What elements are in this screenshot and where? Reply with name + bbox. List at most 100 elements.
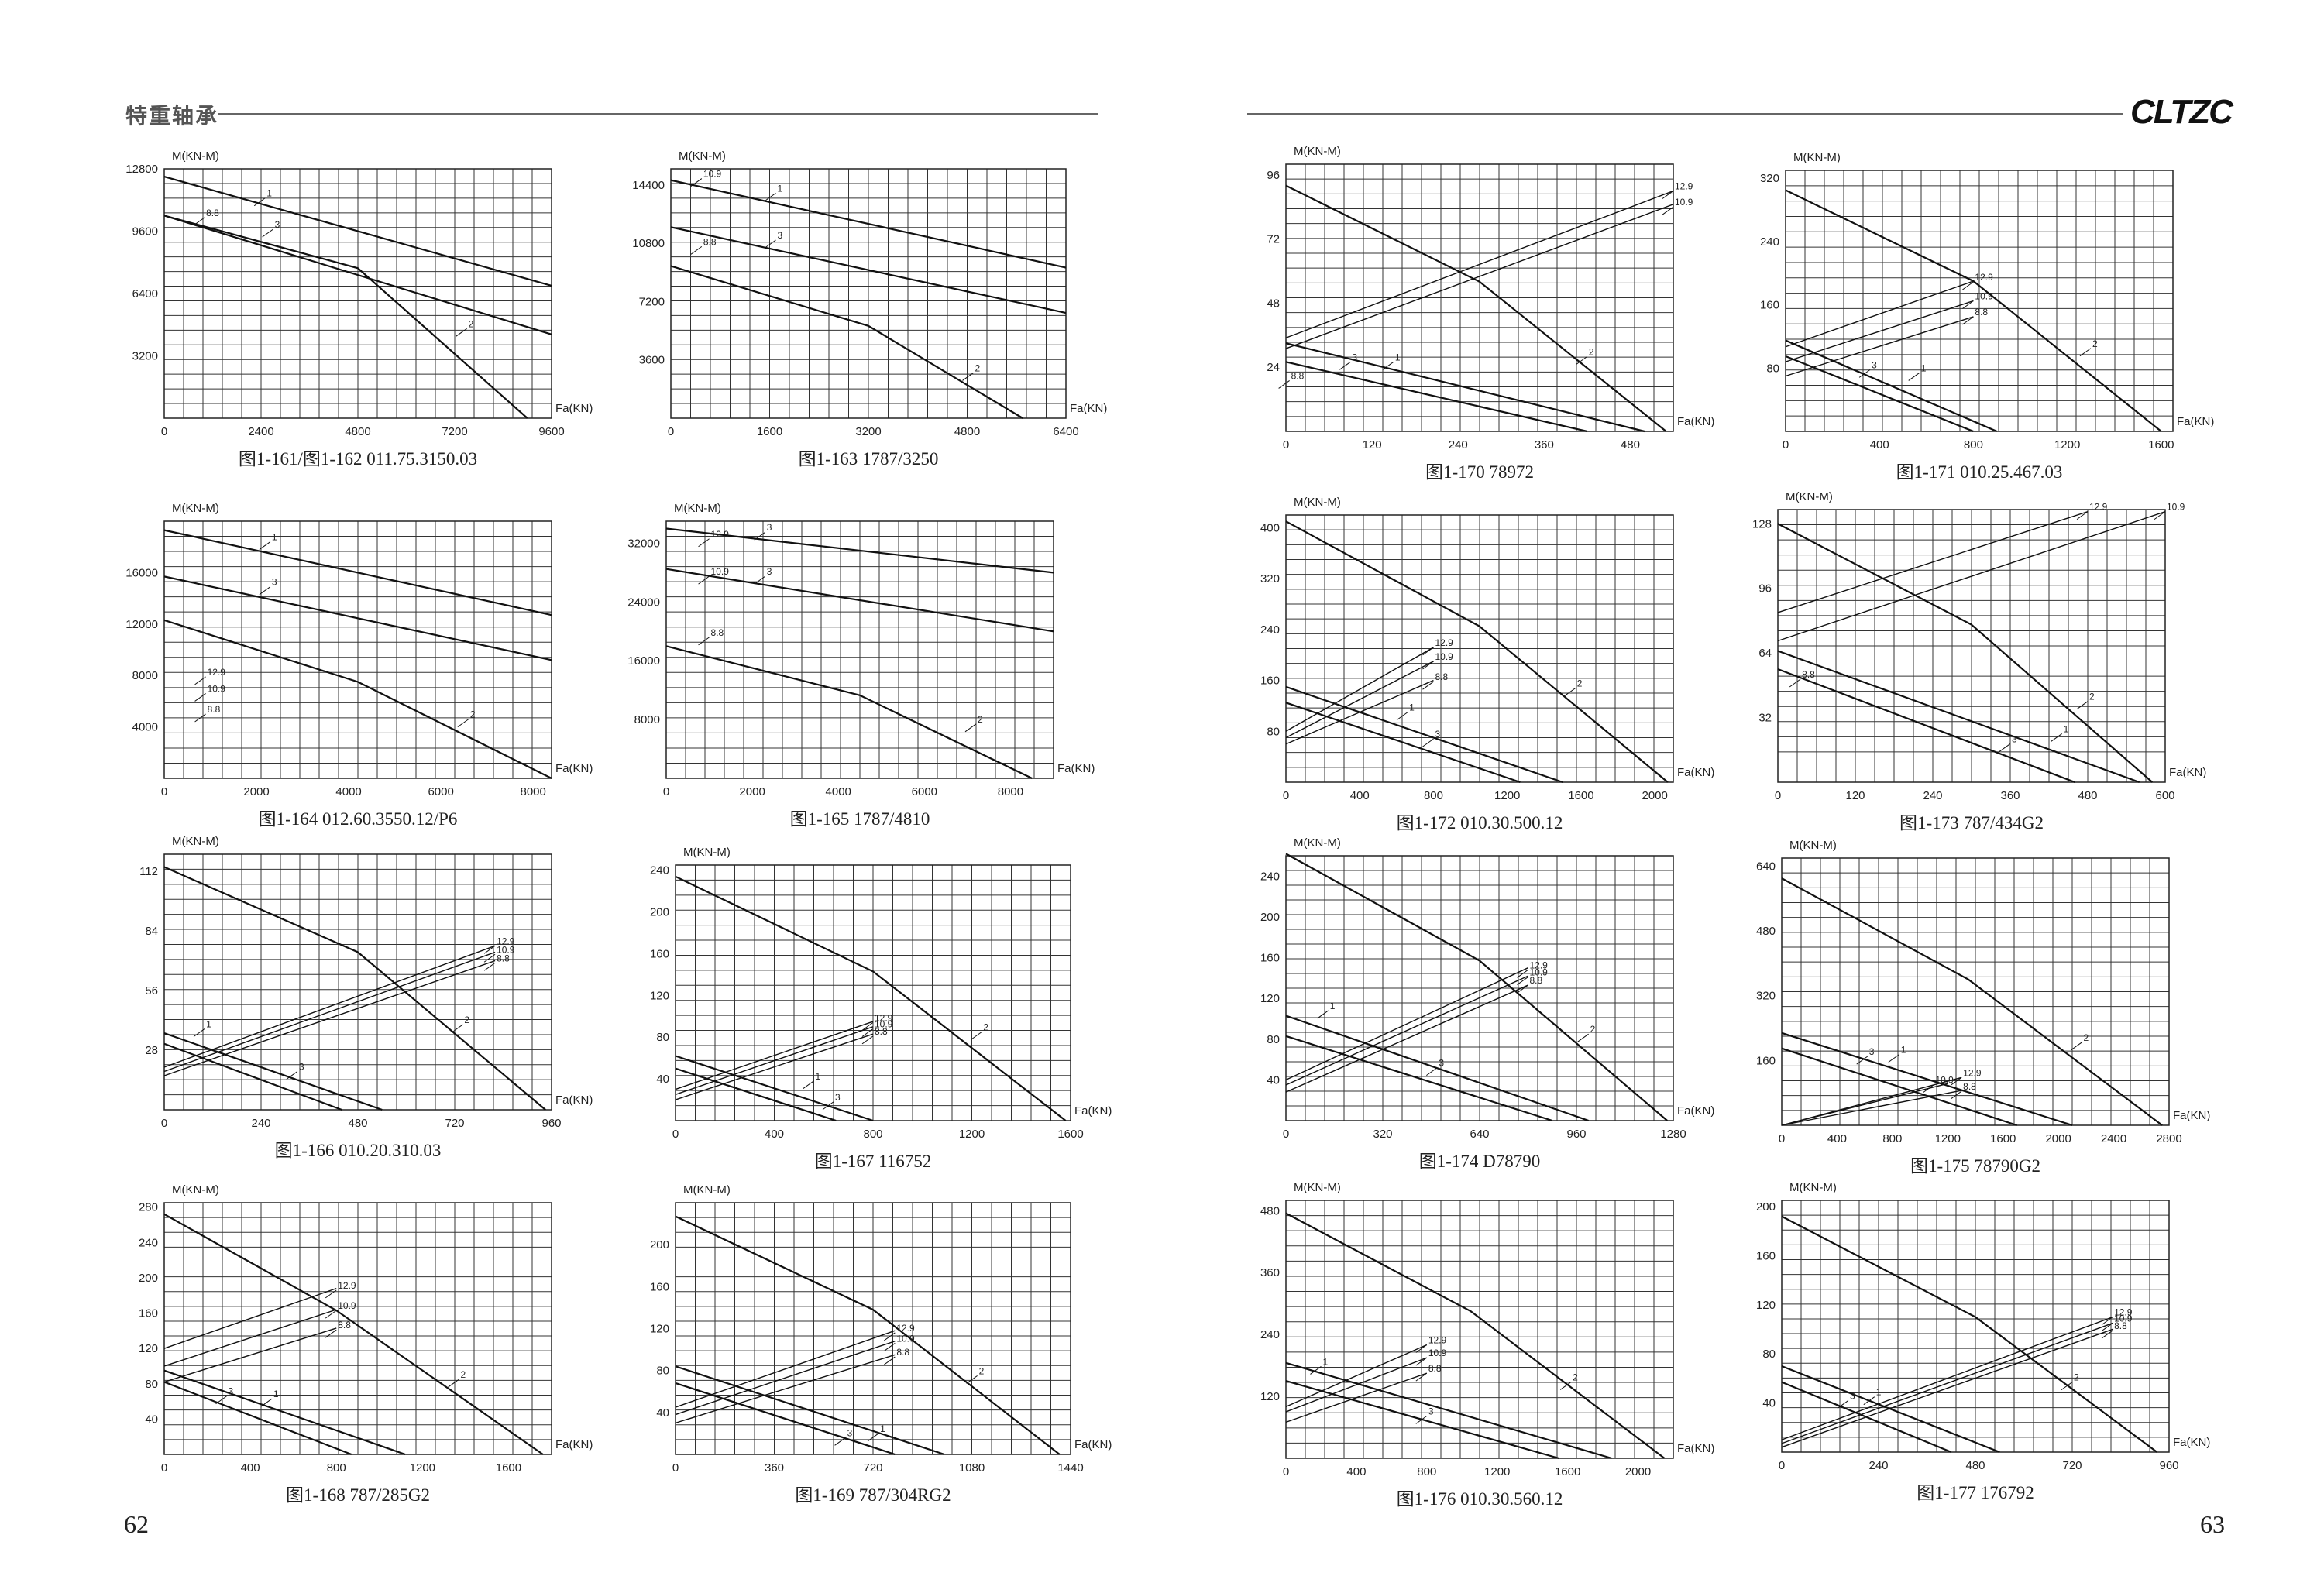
- leader-line: [1923, 1084, 1934, 1094]
- series-label: 1: [1409, 702, 1415, 713]
- leader-line: [1950, 1090, 1962, 1100]
- series-line-2: [1781, 1215, 2158, 1453]
- series-label: 1: [206, 1019, 211, 1030]
- leader-line: [194, 676, 206, 685]
- series-label: 8.8: [875, 1026, 888, 1037]
- series-label: 3: [299, 1062, 304, 1073]
- x-tick-label: 0: [1283, 438, 1289, 452]
- series-line-3: [1285, 1035, 1553, 1122]
- y-tick-label: 80: [1267, 1033, 1280, 1046]
- chart-caption: 图1-176 010.30.560.12: [1397, 1489, 1563, 1509]
- y-tick-label: 480: [1756, 925, 1776, 938]
- series-line-1: [163, 1032, 383, 1111]
- x-tick-label: 1200: [2054, 438, 2080, 452]
- series-line-3: [1777, 668, 2075, 784]
- series-line-12-9: [1285, 1344, 1428, 1408]
- series-line-3: [1781, 1047, 2017, 1127]
- series-line-2: [163, 1213, 544, 1455]
- leader-line: [867, 1433, 879, 1442]
- leader-line: [1415, 1344, 1428, 1353]
- y-tick-label: 24: [1267, 361, 1280, 374]
- x-tick-label: 0: [1775, 789, 1781, 802]
- x-tick-label: 1200: [1935, 1132, 1961, 1145]
- series-label: 8.8: [2114, 1320, 2127, 1331]
- y-tick-label: 40: [145, 1413, 158, 1426]
- x-tick-label: 240: [1449, 438, 1468, 452]
- y-axis-label: M(KN-M): [172, 149, 219, 163]
- y-tick-label: 160: [650, 1280, 669, 1293]
- x-tick-label: 1600: [757, 425, 782, 438]
- series-label: 8.8: [1435, 671, 1448, 682]
- series-line-12-9: [1285, 190, 1674, 338]
- x-tick-label: 0: [672, 1461, 679, 1475]
- leader-line: [970, 1032, 982, 1040]
- leader-line: [861, 1028, 874, 1037]
- header-rule-right: [1247, 113, 2123, 115]
- leader-line: [1422, 738, 1434, 747]
- x-tick-label: 400: [765, 1128, 784, 1141]
- series-line-1: [1777, 650, 2140, 784]
- series-label: 3: [767, 566, 772, 577]
- leader-line: [1577, 1033, 1589, 1042]
- leader-line: [765, 239, 776, 249]
- x-axis-label: Fa(KN): [1074, 1104, 1112, 1118]
- leader-line: [193, 217, 205, 226]
- series-label: 1: [1921, 362, 1927, 373]
- leader-line: [1962, 316, 1974, 325]
- x-tick-label: 0: [672, 1128, 679, 1141]
- series-label: 12.9: [896, 1323, 915, 1334]
- x-tick-label: 480: [1621, 438, 1640, 452]
- series-line-8-8: [1781, 1090, 1962, 1126]
- chart-caption: 图1-164 012.60.3550.12/P6: [259, 809, 458, 829]
- y-tick-label: 320: [1760, 172, 1779, 185]
- leader-line: [1962, 300, 1974, 309]
- page-header-title: 特重轴承: [125, 104, 219, 128]
- series-label: 3: [229, 1386, 234, 1397]
- x-tick-label: 1600: [1057, 1128, 1083, 1141]
- series-label: 8.8: [1291, 370, 1305, 381]
- series-line-2: [670, 265, 1023, 419]
- y-tick-label: 80: [656, 1031, 669, 1044]
- series-label: 1: [1395, 352, 1401, 362]
- chart-caption: 图1-161/图1-162 011.75.3150.03: [239, 449, 477, 469]
- plot-frame: [163, 168, 552, 419]
- series-line-12-9: [1285, 647, 1434, 732]
- leader-line: [1415, 1372, 1428, 1382]
- leader-line: [325, 1310, 337, 1319]
- chart-c166: 0 240 480 720 960 28 56 84 112 M(KN-M) Fa(KN) 2 12.9…: [139, 835, 593, 1160]
- leader-line: [1564, 688, 1576, 696]
- y-tick-label: 6400: [132, 287, 158, 300]
- y-tick-label: 7200: [639, 295, 665, 308]
- leader-line: [1415, 1357, 1428, 1366]
- x-tick-label: 4800: [954, 425, 980, 438]
- leader-line: [1837, 1400, 1849, 1409]
- x-axis-label: Fa(KN): [2173, 1109, 2210, 1122]
- x-tick-label: 2400: [248, 425, 273, 438]
- plot-frame: [1285, 855, 1674, 1121]
- leader-line: [1962, 281, 1974, 290]
- y-tick-label: 400: [1260, 521, 1280, 534]
- series-label: 1: [266, 188, 272, 199]
- series-label: 8.8: [1530, 975, 1543, 986]
- series-line-10-9: [1781, 1083, 1948, 1126]
- series-label: 3: [2012, 733, 2017, 744]
- series-label: 8.8: [1802, 669, 1815, 680]
- series-line-1: [1285, 685, 1563, 784]
- x-tick-label: 1600: [2148, 438, 2174, 452]
- series-line-12-9: [675, 1330, 896, 1408]
- leader-line: [2076, 511, 2089, 520]
- series-line-3: [675, 1382, 896, 1456]
- x-tick-label: 0: [1283, 1128, 1289, 1141]
- leader-line: [1576, 355, 1588, 365]
- series-label: 12.9: [497, 936, 515, 946]
- series-label: 1: [1876, 1387, 1882, 1398]
- x-tick-label: 480: [2078, 789, 2097, 802]
- plot-frame: [163, 853, 552, 1111]
- series-line-8-8: [675, 1033, 874, 1100]
- x-tick-label: 1200: [410, 1461, 435, 1475]
- y-tick-label: 80: [145, 1378, 158, 1391]
- y-tick-label: 160: [139, 1307, 158, 1320]
- x-tick-label: 600: [2155, 789, 2174, 802]
- x-tick-label: 0: [161, 1461, 167, 1475]
- series-label: 1: [1901, 1045, 1906, 1056]
